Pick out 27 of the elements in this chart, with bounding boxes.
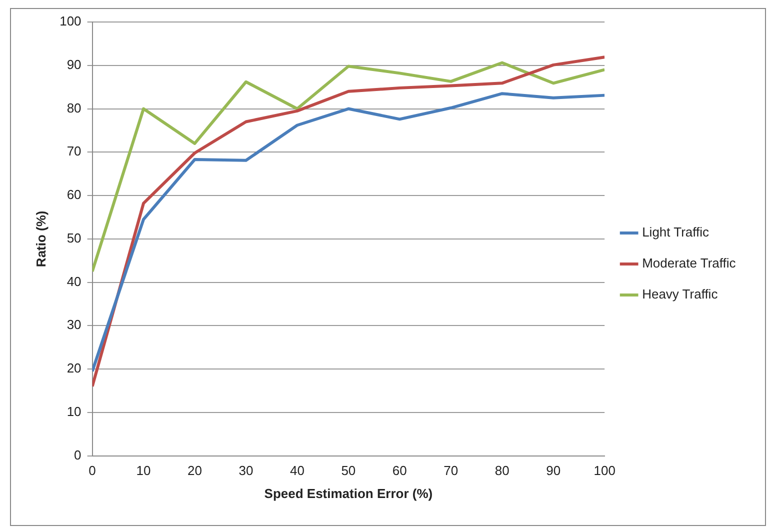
y-tick-label: 60 [66,187,82,202]
x-tick-label: 0 [88,463,96,478]
y-tick-label: 100 [60,14,82,29]
y-tick-label: 70 [66,144,82,159]
y-tick-label: 20 [66,360,82,376]
y-tick-label: 30 [66,317,82,332]
legend-label: Moderate Traffic [642,256,736,271]
y-tick-label: 80 [66,100,82,116]
x-tick-label: 30 [238,463,254,478]
legend-label: Heavy Traffic [642,286,718,302]
x-tick-label: 40 [290,463,304,478]
y-tick-label: 10 [66,404,82,419]
y-axis-title: Ratio (%) [33,210,48,268]
y-tick-label: 40 [66,274,82,289]
x-tick-label: 100 [594,463,616,478]
x-axis-title: Speed Estimation Error (%) [264,486,433,501]
y-tick-label: 50 [66,230,82,246]
x-tick-label: 80 [494,463,510,478]
x-tick-label: 70 [444,463,458,478]
x-tick-label: 10 [136,463,151,478]
x-tick-label: 90 [546,463,561,478]
x-tick-label: 20 [188,463,202,478]
y-tick-label: 90 [66,56,82,72]
legend-label: Light Traffic [642,224,710,240]
x-tick-label: 50 [341,463,356,478]
x-tick-label: 60 [392,463,407,478]
y-tick-label: 0 [74,447,82,462]
